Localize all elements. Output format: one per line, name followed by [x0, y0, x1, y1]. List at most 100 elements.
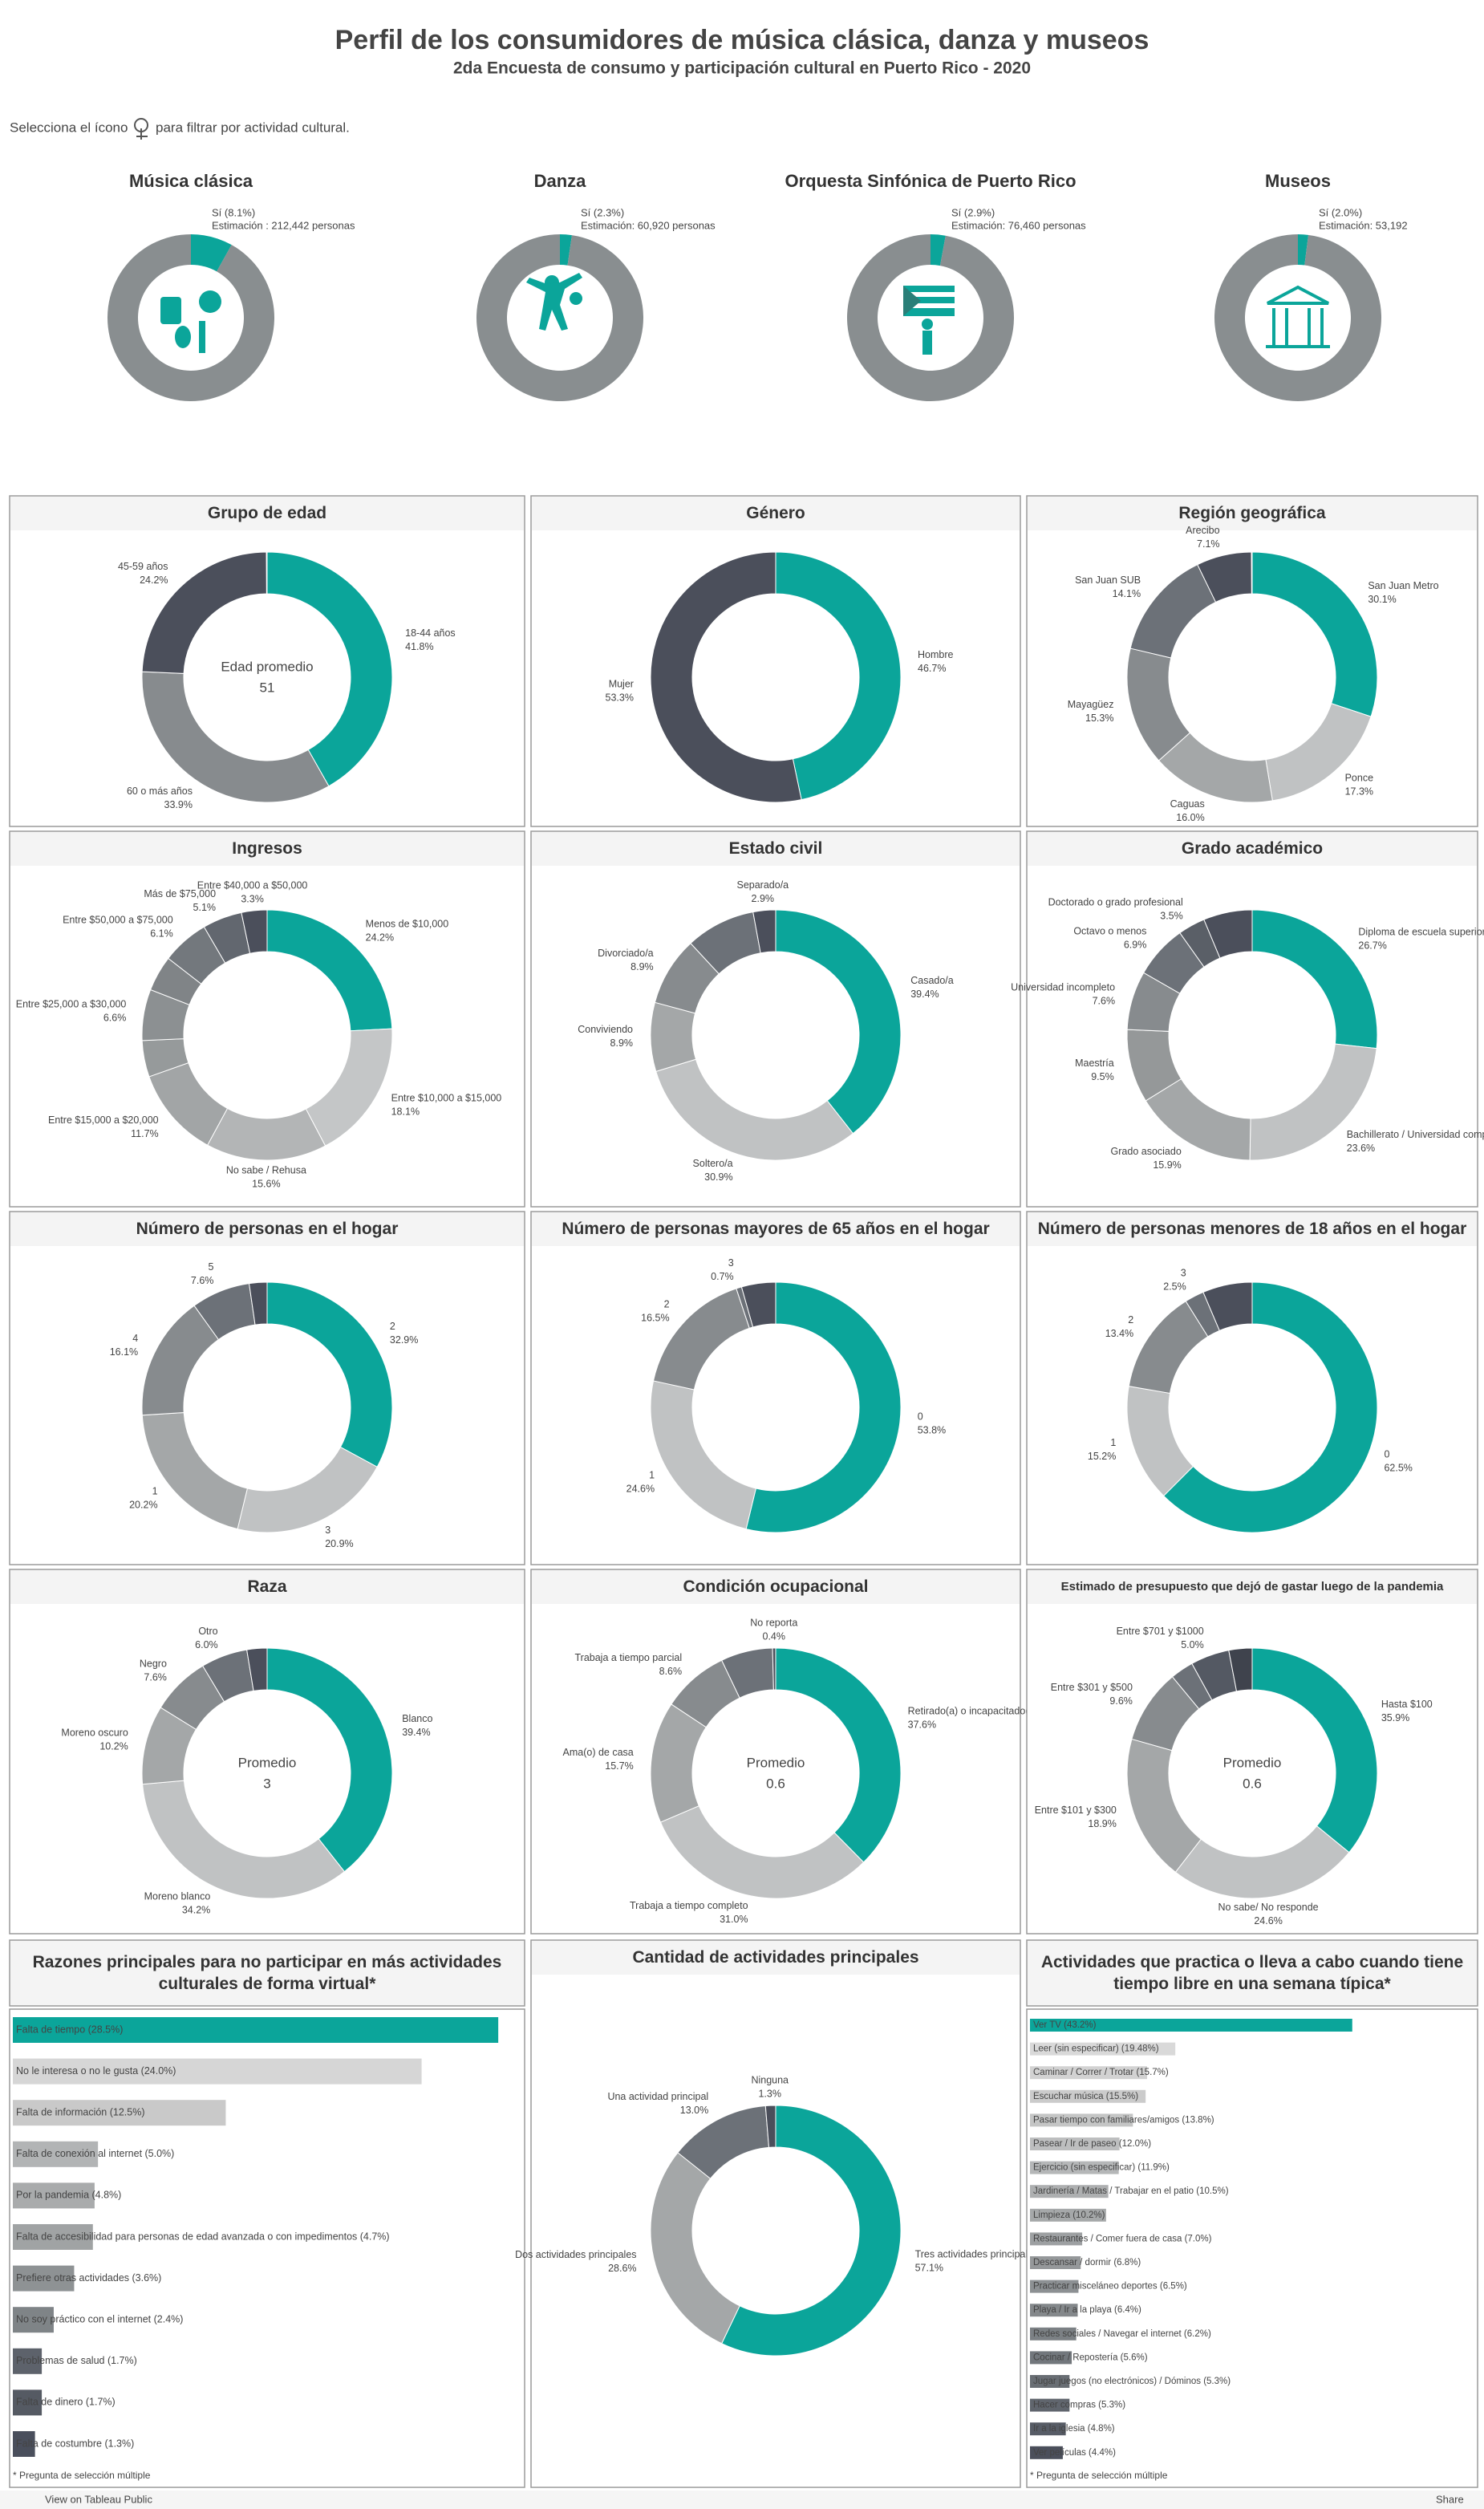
center-label: Promedio — [1223, 1755, 1282, 1770]
category-label: Otro — [198, 1626, 217, 1637]
chart-title: Grupo de edad — [207, 504, 327, 523]
data-label: 10.2% — [99, 1740, 128, 1752]
category-label: Conviviendo — [578, 1024, 633, 1035]
donut-segment — [775, 909, 902, 1135]
category-label: Soltero/a — [693, 1158, 733, 1169]
donut-segment — [775, 551, 902, 801]
data-label: 28.6% — [608, 2263, 636, 2274]
category-label: Diploma de escuela superior — [1358, 926, 1484, 937]
category-label: No sabe/ No responde — [1218, 1902, 1319, 1913]
bar-label: Limpieza (10.2%) — [1033, 2211, 1105, 2220]
bar-label: Leer (sin especificar) (19.48%) — [1033, 2044, 1159, 2054]
data-label: 8.9% — [610, 1037, 634, 1049]
category-label: Trabaja a tiempo parcial — [574, 1652, 682, 1663]
category-label: Octavo o menos — [1073, 926, 1146, 937]
category-label: Entre $15,000 a $20,000 — [48, 1114, 159, 1126]
data-label: 39.4% — [402, 1727, 430, 1738]
data-label: 6.9% — [1124, 940, 1147, 951]
bar-label: Falta de accesibilidad para personas de … — [16, 2231, 390, 2242]
donut-segment — [721, 2105, 902, 2357]
annotation: Estimación: 53,192 — [1319, 219, 1408, 231]
bar — [1030, 2375, 1070, 2388]
donut-segment — [745, 1281, 902, 1533]
bar — [1030, 2351, 1072, 2365]
data-label: 35.9% — [1381, 1712, 1409, 1723]
panel — [9, 2008, 525, 2488]
donut-segment — [772, 1647, 776, 1691]
center-label: Promedio — [238, 1755, 297, 1770]
category-label: Entre $301 y $500 — [1051, 1682, 1133, 1693]
data-label: 20.9% — [325, 1538, 353, 1549]
chart-title: Género — [746, 504, 805, 523]
bar-label: Falta de tiempo (28.5%) — [16, 2024, 123, 2035]
category-label: Mujer — [609, 679, 634, 690]
bar-label: Pasear / Ir de paseo (12.0%) — [1033, 2139, 1151, 2149]
bar-label: Falta de conexión al internet (5.0%) — [16, 2148, 174, 2159]
data-label: 37.6% — [908, 1719, 936, 1731]
share-button[interactable]: Share — [1436, 2493, 1464, 2505]
donut-segment — [931, 234, 946, 266]
category-label: Mayagüez — [1068, 699, 1114, 710]
donut-segment — [1298, 234, 1309, 266]
category-label: 5 — [208, 1261, 213, 1273]
data-label: Sí (2.0%) — [1319, 206, 1362, 218]
data-label: 16.1% — [110, 1346, 138, 1358]
bar-label: Ver películas (4.4%) — [1033, 2448, 1116, 2458]
data-label: 7.6% — [144, 1672, 167, 1683]
data-label: 6.0% — [195, 1639, 218, 1650]
annotation: Estimación: 76,460 personas — [951, 219, 1086, 231]
chart-title: Estimado de presupuesto que dejó de gast… — [1060, 1580, 1444, 1594]
page-subtitle: 2da Encuesta de consumo y participación … — [453, 59, 1031, 78]
data-label: 31.0% — [720, 1914, 748, 1925]
category-label: 18-44 años — [405, 627, 456, 639]
chart-title: Raza — [247, 1577, 287, 1597]
bar-label: Falta de costumbre (1.3%) — [16, 2438, 134, 2449]
donut-segment — [141, 671, 330, 803]
music-icon — [160, 290, 221, 353]
chart-title: Cantidad de actividades principales — [632, 1948, 919, 1967]
museum-icon — [1266, 285, 1330, 348]
data-label: 13.4% — [1105, 1328, 1133, 1339]
data-label: 53.8% — [918, 1424, 946, 1435]
bar — [1030, 2066, 1148, 2080]
bar — [1030, 2422, 1066, 2436]
dance-icon — [526, 273, 582, 331]
bar-label: Playa / Ir a la playa (6.4%) — [1033, 2305, 1141, 2315]
bar — [13, 2265, 75, 2292]
data-label: Sí (2.9%) — [951, 206, 995, 218]
data-label: 24.2% — [366, 932, 394, 943]
category-label: Doctorado o grado profesional — [1048, 897, 1183, 908]
panel-header — [532, 497, 1020, 530]
donut-segment — [740, 1281, 776, 1328]
category-label: No sabe / Rehusa — [226, 1164, 306, 1175]
bar — [13, 2017, 499, 2043]
data-label: 3.3% — [241, 893, 264, 904]
data-label: 11.7% — [131, 1128, 159, 1139]
bar-label: Cocinar / Repostería (5.6%) — [1033, 2353, 1148, 2362]
donut-segment — [266, 551, 393, 787]
category-label: 0 — [1384, 1448, 1389, 1460]
donut-segment — [1174, 1825, 1350, 1899]
category-label: Trabaja a tiempo completo — [630, 1900, 748, 1911]
footer-link[interactable]: View on Tableau Public — [45, 2493, 152, 2505]
bar — [1030, 2089, 1146, 2103]
bar-label: Pasar tiempo con familiares/amigos (13.8… — [1033, 2115, 1214, 2125]
data-label: 14.1% — [1113, 588, 1141, 599]
bar — [13, 2431, 35, 2457]
category-label: 3 — [1181, 1267, 1186, 1278]
category-label: Divorciado/a — [598, 948, 654, 959]
category-label: 2 — [390, 1321, 395, 1332]
donut-segment — [248, 1281, 268, 1326]
data-label: 8.6% — [659, 1666, 683, 1677]
bar — [1030, 2019, 1352, 2032]
data-label: 5.0% — [1181, 1639, 1204, 1650]
page-title: Perfil de los consumidores de música clá… — [335, 25, 1149, 55]
data-label: 9.6% — [1109, 1695, 1133, 1707]
instruction: para filtrar por actividad cultural. — [156, 120, 350, 135]
category-label: 1 — [1110, 1437, 1116, 1448]
donut-segment — [1203, 909, 1253, 959]
data-label: 15.3% — [1085, 713, 1113, 724]
data-label: 30.1% — [1368, 594, 1396, 605]
donut-segment — [1202, 1281, 1253, 1331]
bar — [1030, 2113, 1133, 2127]
